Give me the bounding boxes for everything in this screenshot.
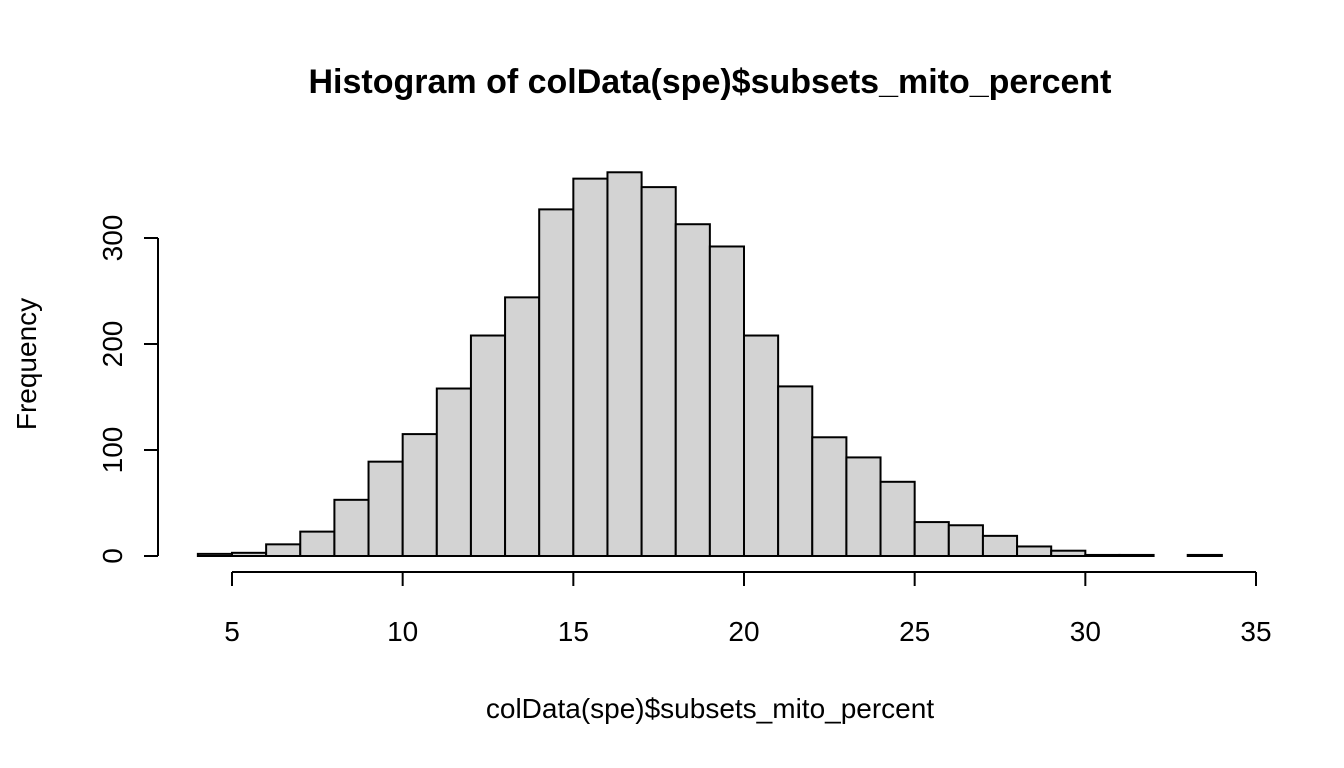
histogram-bar [1084,553,1121,558]
histogram-bar [1016,545,1053,558]
x-tick-label: 20 [728,616,759,647]
histogram-bar [845,456,882,558]
y-tick-label: 100 [97,427,128,474]
histogram-bar [879,480,916,557]
histogram-bar [401,433,438,558]
y-ticks: 0 100 200 300 [97,215,158,564]
histogram-bar [538,208,575,557]
x-tick-label: 10 [387,616,418,647]
x-tick-label: 30 [1070,616,1101,647]
histogram-bar [708,245,745,557]
histogram-bar [299,530,336,557]
histogram-bar [265,543,302,558]
x-tick-label: 5 [224,616,240,647]
histogram-bar [981,534,1019,557]
x-tick-label: 35 [1240,616,1271,647]
y-axis-label: Frequency [11,298,42,430]
y-tick-label: 300 [97,215,128,262]
histogram-bar [367,460,404,557]
histogram-bar [1118,553,1155,558]
y-tick-label: 200 [97,321,128,368]
x-tick-label: 25 [899,616,930,647]
histogram-bar [640,186,677,557]
histogram-bar [196,552,234,558]
histogram-bar [435,387,472,557]
histogram-bar [811,436,848,557]
y-tick-label: 0 [97,548,128,564]
x-ticks: 5 10 15 20 25 30 35 [224,572,1272,647]
histogram-bar [947,524,984,558]
histogram-bar [469,334,507,557]
histogram-bar [777,385,814,557]
y-axis: 0 100 200 300 [97,215,159,564]
x-axis-label: colData(spe)$subsets_mito_percent [486,693,934,724]
histogram-bar [913,521,950,558]
histogram-bar [504,296,541,557]
x-axis: 5 10 15 20 25 30 35 [224,571,1272,647]
histogram-bar [743,334,780,557]
chart-title: Histogram of colData(spe)$subsets_mito_p… [309,63,1112,101]
bars-group [196,171,1223,558]
histogram-bar [606,171,643,557]
histogram-bar [1050,549,1087,558]
histogram-bar [674,223,711,557]
histogram-bar [1186,553,1223,558]
histogram-bar [333,498,370,558]
histogram-bar [231,551,268,558]
x-tick-label: 15 [558,616,589,647]
histogram-bar [572,177,609,557]
